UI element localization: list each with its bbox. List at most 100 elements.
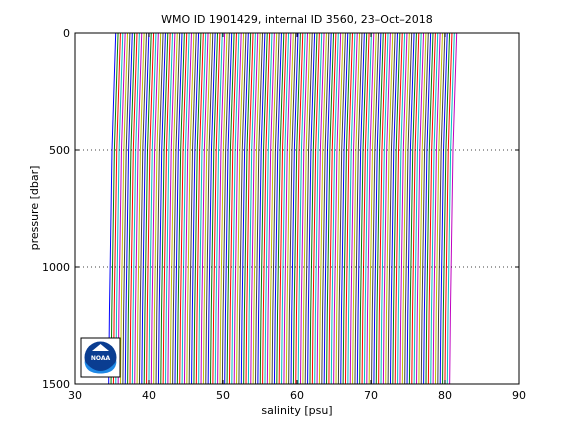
profile-line — [191, 33, 200, 384]
profile-line — [449, 33, 458, 384]
profile-line — [442, 33, 451, 384]
profile-line — [413, 33, 422, 384]
profile-line — [432, 33, 441, 384]
profile-line — [311, 33, 320, 384]
profile-line — [247, 33, 256, 384]
y-axis-label: pressure [dbar] — [28, 166, 41, 251]
profile-line — [380, 33, 389, 384]
profile-line — [257, 33, 266, 384]
profile-line — [176, 33, 185, 384]
profile-line — [328, 33, 337, 384]
profile-line — [326, 33, 335, 384]
profile-line — [136, 33, 145, 384]
profile-line — [243, 33, 252, 384]
profile-line — [250, 33, 259, 384]
profile-line — [418, 33, 427, 384]
profile-line — [401, 33, 410, 384]
profile-line — [283, 33, 292, 384]
profile-line — [212, 33, 221, 384]
profile-line — [349, 33, 358, 384]
profile-line — [226, 33, 235, 384]
noaa-emblem-icon — [84, 341, 117, 374]
profile-line — [285, 33, 294, 384]
profile-line — [233, 33, 242, 384]
profile-line — [174, 33, 183, 384]
profile-line — [238, 33, 247, 384]
profile-line — [108, 33, 117, 384]
profile-line — [271, 33, 280, 384]
profile-line — [276, 33, 285, 384]
profile-line — [416, 33, 425, 384]
profile-line — [153, 33, 162, 384]
profile-line — [354, 33, 363, 384]
profile-line — [373, 33, 382, 384]
chart-title: WMO ID 1901429, internal ID 3560, 23–Oct… — [161, 13, 433, 26]
profile-line — [221, 33, 230, 384]
profile-line — [148, 33, 157, 384]
profile-line — [397, 33, 406, 384]
profile-line — [217, 33, 226, 384]
profile-line — [434, 33, 443, 384]
x-axis-label: salinity [psu] — [261, 404, 332, 417]
profile-line — [269, 33, 278, 384]
profile-line — [131, 33, 140, 384]
profile-line — [115, 33, 124, 384]
profile-line — [160, 33, 169, 384]
profile-line — [423, 33, 432, 384]
profile-line — [209, 33, 219, 384]
profile-line — [361, 33, 370, 384]
profile-line — [437, 33, 446, 384]
profile-line — [342, 33, 351, 384]
x-tick-label: 90 — [512, 389, 526, 402]
profile-line — [172, 33, 181, 384]
profile-line — [186, 33, 195, 384]
profile-line — [299, 33, 309, 384]
profile-line — [420, 33, 429, 384]
profile-line — [344, 33, 353, 384]
profile-line — [228, 33, 237, 384]
profile-line — [427, 33, 436, 384]
profile-line — [297, 33, 306, 384]
profile-line — [205, 33, 214, 384]
profile-line — [134, 33, 143, 384]
profile-line — [309, 33, 318, 384]
noaa-logo: NOAA — [80, 337, 121, 378]
profile-line — [127, 33, 136, 384]
profile-line — [340, 33, 349, 384]
x-tick-label: 60 — [290, 389, 304, 402]
profile-line — [278, 33, 287, 384]
profile-line — [245, 33, 254, 384]
profile-line — [188, 33, 197, 384]
profile-line — [363, 33, 372, 384]
profile-line — [292, 33, 301, 384]
profile-line — [430, 33, 439, 384]
profile-line — [371, 33, 380, 384]
profile-line — [366, 33, 375, 384]
profile-line — [155, 33, 164, 384]
profile-line — [198, 33, 207, 384]
y-tick-label: 1500 — [42, 378, 70, 391]
profile-line — [259, 33, 268, 384]
profile-line — [399, 33, 408, 384]
profile-line — [382, 33, 391, 384]
profile-line — [252, 33, 261, 384]
profile-line — [406, 33, 415, 384]
profile-line — [444, 33, 453, 384]
profile-line — [193, 33, 202, 384]
profile-line — [290, 33, 299, 384]
profile-line — [387, 33, 396, 384]
x-tick-label: 40 — [142, 389, 156, 402]
profile-line — [318, 33, 327, 384]
profile-line — [141, 33, 150, 384]
y-tick-label: 1000 — [42, 261, 70, 274]
profile-line — [181, 33, 190, 384]
profile-line — [240, 33, 249, 384]
x-tick-label: 50 — [216, 389, 230, 402]
profile-line — [162, 33, 171, 384]
profile-line — [264, 33, 273, 384]
profile-line — [375, 33, 384, 384]
noaa-logo-text: NOAA — [91, 355, 111, 362]
x-tick-label: 30 — [68, 389, 82, 402]
profile-line — [352, 33, 361, 384]
profile-line — [385, 33, 394, 384]
